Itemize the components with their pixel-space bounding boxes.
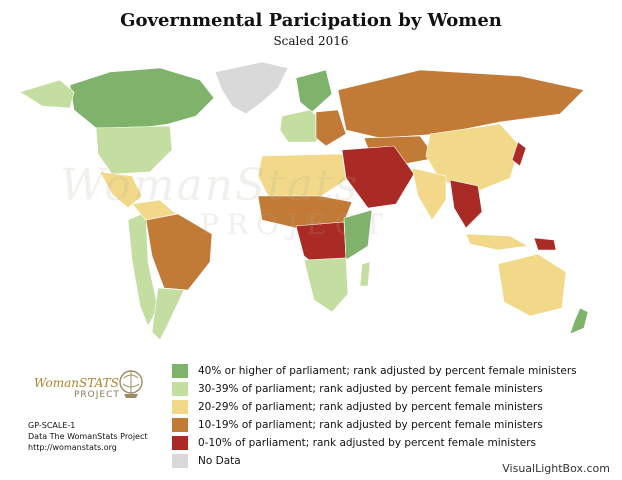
legend-label: 0-10% of parliament; rank adjusted by pe… bbox=[198, 437, 537, 449]
region-usa bbox=[95, 125, 173, 175]
region-china bbox=[425, 123, 521, 193]
legend-label: 30-39% of parliament; rank adjusted by p… bbox=[198, 383, 543, 395]
legend: 40% or higher of parliament; rank adjust… bbox=[172, 362, 577, 470]
credit-block: GP-SCALE-1 Data The WomanStats Project h… bbox=[28, 420, 148, 453]
map-subtitle: Scaled 2016 bbox=[273, 34, 349, 48]
region-brazil bbox=[145, 213, 213, 291]
region-png bbox=[533, 237, 557, 251]
legend-swatch bbox=[172, 436, 188, 450]
legend-swatch bbox=[172, 454, 188, 468]
legend-item: 0-10% of parliament; rank adjusted by pe… bbox=[172, 434, 577, 452]
region-middle-east bbox=[341, 145, 415, 209]
logo-sub: PROJECT bbox=[74, 390, 120, 400]
credit-code: GP-SCALE-1 bbox=[28, 421, 76, 430]
region-s-africa bbox=[303, 257, 349, 313]
credit-url: http://womanstats.org bbox=[28, 443, 117, 452]
legend-swatch bbox=[172, 418, 188, 432]
legend-swatch bbox=[172, 382, 188, 396]
region-new-zealand bbox=[569, 307, 589, 335]
region-scandinavia bbox=[295, 69, 333, 113]
legend-swatch bbox=[172, 364, 188, 378]
logo-brand: WomanSTATS bbox=[34, 376, 119, 390]
region-canada bbox=[69, 67, 215, 129]
legend-item: 10-19% of parliament; rank adjusted by p… bbox=[172, 416, 577, 434]
legend-label: 10-19% of parliament; rank adjusted by p… bbox=[198, 419, 543, 431]
region-australia bbox=[497, 253, 567, 317]
credit-source: Data The WomanStats Project bbox=[28, 432, 148, 441]
region-e-africa bbox=[343, 209, 373, 261]
region-mexico bbox=[99, 171, 143, 209]
region-n-africa bbox=[257, 153, 347, 201]
womanstats-logo: WomanSTATS PROJECT bbox=[34, 368, 146, 408]
region-madagascar bbox=[359, 261, 371, 287]
globe-icon bbox=[119, 370, 143, 398]
region-india bbox=[411, 167, 447, 221]
legend-item: 40% or higher of parliament; rank adjust… bbox=[172, 362, 577, 380]
region-russia bbox=[337, 69, 585, 139]
region-argentina bbox=[151, 287, 185, 341]
legend-item: 20-29% of parliament; rank adjusted by p… bbox=[172, 398, 577, 416]
legend-label: 20-29% of parliament; rank adjusted by p… bbox=[198, 401, 543, 413]
legend-label: No Data bbox=[198, 455, 241, 467]
region-venezuela bbox=[131, 199, 177, 221]
region-greenland bbox=[214, 61, 289, 115]
region-se-asia bbox=[449, 179, 483, 229]
map-title: Governmental Paricipation by Women bbox=[120, 10, 502, 31]
region-indonesia bbox=[465, 233, 529, 251]
legend-swatch bbox=[172, 400, 188, 414]
region-japan bbox=[511, 141, 527, 167]
legend-label: 40% or higher of parliament; rank adjust… bbox=[198, 365, 577, 377]
region-w-europe bbox=[279, 109, 325, 143]
world-map bbox=[19, 61, 589, 341]
legend-item: 30-39% of parliament; rank adjusted by p… bbox=[172, 380, 577, 398]
footer-brand[interactable]: VisualLightBox.com bbox=[502, 462, 610, 475]
legend-item: No Data bbox=[172, 452, 577, 470]
region-alaska bbox=[19, 79, 75, 109]
region-e-europe bbox=[315, 109, 347, 147]
